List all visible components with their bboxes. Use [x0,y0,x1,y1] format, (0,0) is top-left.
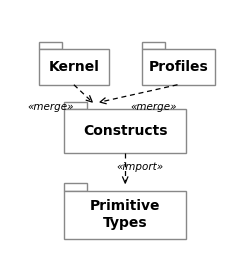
Polygon shape [39,42,62,49]
Text: «merge»: «merge» [28,102,74,112]
Text: Primitive
Types: Primitive Types [90,199,160,230]
Text: Constructs: Constructs [83,124,168,138]
Polygon shape [64,102,88,109]
Text: Kernel: Kernel [48,60,99,74]
Polygon shape [64,191,186,239]
Polygon shape [142,49,215,85]
Polygon shape [142,42,165,49]
Polygon shape [64,109,186,153]
Text: «merge»: «merge» [130,102,176,112]
Text: Profiles: Profiles [148,60,208,74]
Polygon shape [64,183,88,191]
Text: «import»: «import» [116,162,163,172]
Polygon shape [39,49,109,85]
